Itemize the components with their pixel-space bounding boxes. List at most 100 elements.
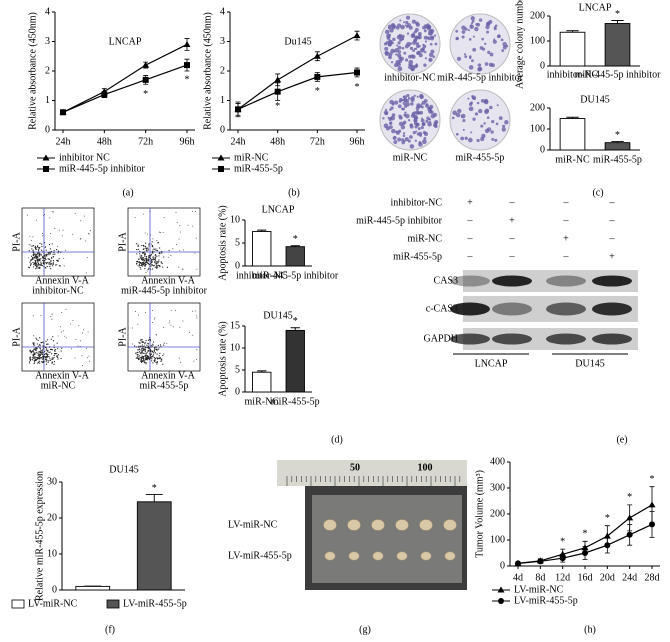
colony xyxy=(486,21,491,26)
colony xyxy=(403,21,406,24)
event xyxy=(61,311,63,313)
colony xyxy=(411,112,416,116)
event xyxy=(144,348,146,350)
event xyxy=(45,348,48,350)
colony xyxy=(476,138,480,143)
event xyxy=(34,356,36,358)
event xyxy=(85,240,87,242)
event xyxy=(30,255,33,257)
event xyxy=(148,260,150,262)
event xyxy=(34,352,36,354)
band xyxy=(492,302,532,316)
event xyxy=(30,358,32,361)
significance: * xyxy=(355,82,360,93)
event xyxy=(30,259,32,261)
event xyxy=(147,356,149,358)
event xyxy=(147,233,149,235)
colony xyxy=(415,36,419,40)
panel-letter: (b) xyxy=(288,187,300,198)
colony xyxy=(480,99,485,103)
colony xyxy=(474,112,479,116)
event xyxy=(137,354,139,356)
colony xyxy=(385,126,390,131)
event xyxy=(155,248,157,250)
event xyxy=(37,245,39,247)
event xyxy=(149,336,151,338)
event xyxy=(45,259,47,261)
event xyxy=(160,359,163,361)
colony xyxy=(468,106,474,112)
colony xyxy=(413,47,417,50)
event xyxy=(41,245,43,248)
event xyxy=(51,349,53,351)
flow-x-axis: Annexin V-A xyxy=(35,370,89,381)
event xyxy=(144,253,146,255)
event xyxy=(152,356,154,358)
blot-sign: – xyxy=(563,215,570,226)
event xyxy=(80,220,82,222)
event xyxy=(55,264,57,266)
event xyxy=(36,343,38,345)
event xyxy=(156,239,158,241)
event xyxy=(140,361,143,364)
event xyxy=(45,357,47,359)
event xyxy=(39,351,42,353)
event xyxy=(41,243,43,245)
tumor-row-label: LV-miR-455-5p xyxy=(228,550,292,561)
event xyxy=(156,346,158,348)
event xyxy=(140,339,142,342)
colony xyxy=(429,30,434,36)
colony xyxy=(461,30,466,34)
event xyxy=(148,245,150,247)
colony xyxy=(423,98,428,103)
event xyxy=(36,338,38,341)
event xyxy=(162,232,164,234)
colony xyxy=(388,39,392,43)
event xyxy=(86,257,88,259)
event xyxy=(137,323,139,325)
colony xyxy=(417,127,421,131)
colony xyxy=(409,135,413,139)
event xyxy=(152,252,154,254)
colony xyxy=(384,46,389,51)
event xyxy=(56,355,59,357)
event xyxy=(53,346,55,349)
event xyxy=(42,232,44,234)
event xyxy=(33,362,35,365)
panel-letter: (f) xyxy=(105,624,115,635)
significance: * xyxy=(615,130,620,141)
blot-sign: + xyxy=(563,233,569,244)
y-tick-label: 100 xyxy=(530,35,545,46)
event xyxy=(143,261,145,263)
event xyxy=(145,358,147,360)
colony xyxy=(398,115,403,120)
colony xyxy=(428,52,434,57)
x-tick-label: 16d xyxy=(578,572,593,583)
event xyxy=(136,253,138,255)
event xyxy=(53,251,55,254)
event xyxy=(49,253,51,255)
event xyxy=(79,340,81,342)
event xyxy=(45,246,47,248)
event xyxy=(147,249,150,251)
event xyxy=(46,356,48,359)
event xyxy=(60,350,62,352)
event xyxy=(49,268,52,270)
colony xyxy=(398,121,404,126)
colony xyxy=(393,100,399,105)
colony xyxy=(387,24,393,29)
colony xyxy=(412,32,415,35)
event xyxy=(178,238,180,240)
colony xyxy=(422,44,427,49)
event xyxy=(33,335,35,337)
event xyxy=(156,249,159,252)
flow-plot xyxy=(127,302,201,372)
event xyxy=(52,253,54,255)
legend-label: miR-445-5p inhibitor xyxy=(59,163,146,174)
x-tick-label: miR-NC xyxy=(555,154,590,165)
event xyxy=(142,360,144,362)
event xyxy=(48,263,50,265)
event xyxy=(154,255,156,257)
event xyxy=(140,339,142,341)
event xyxy=(157,348,160,350)
